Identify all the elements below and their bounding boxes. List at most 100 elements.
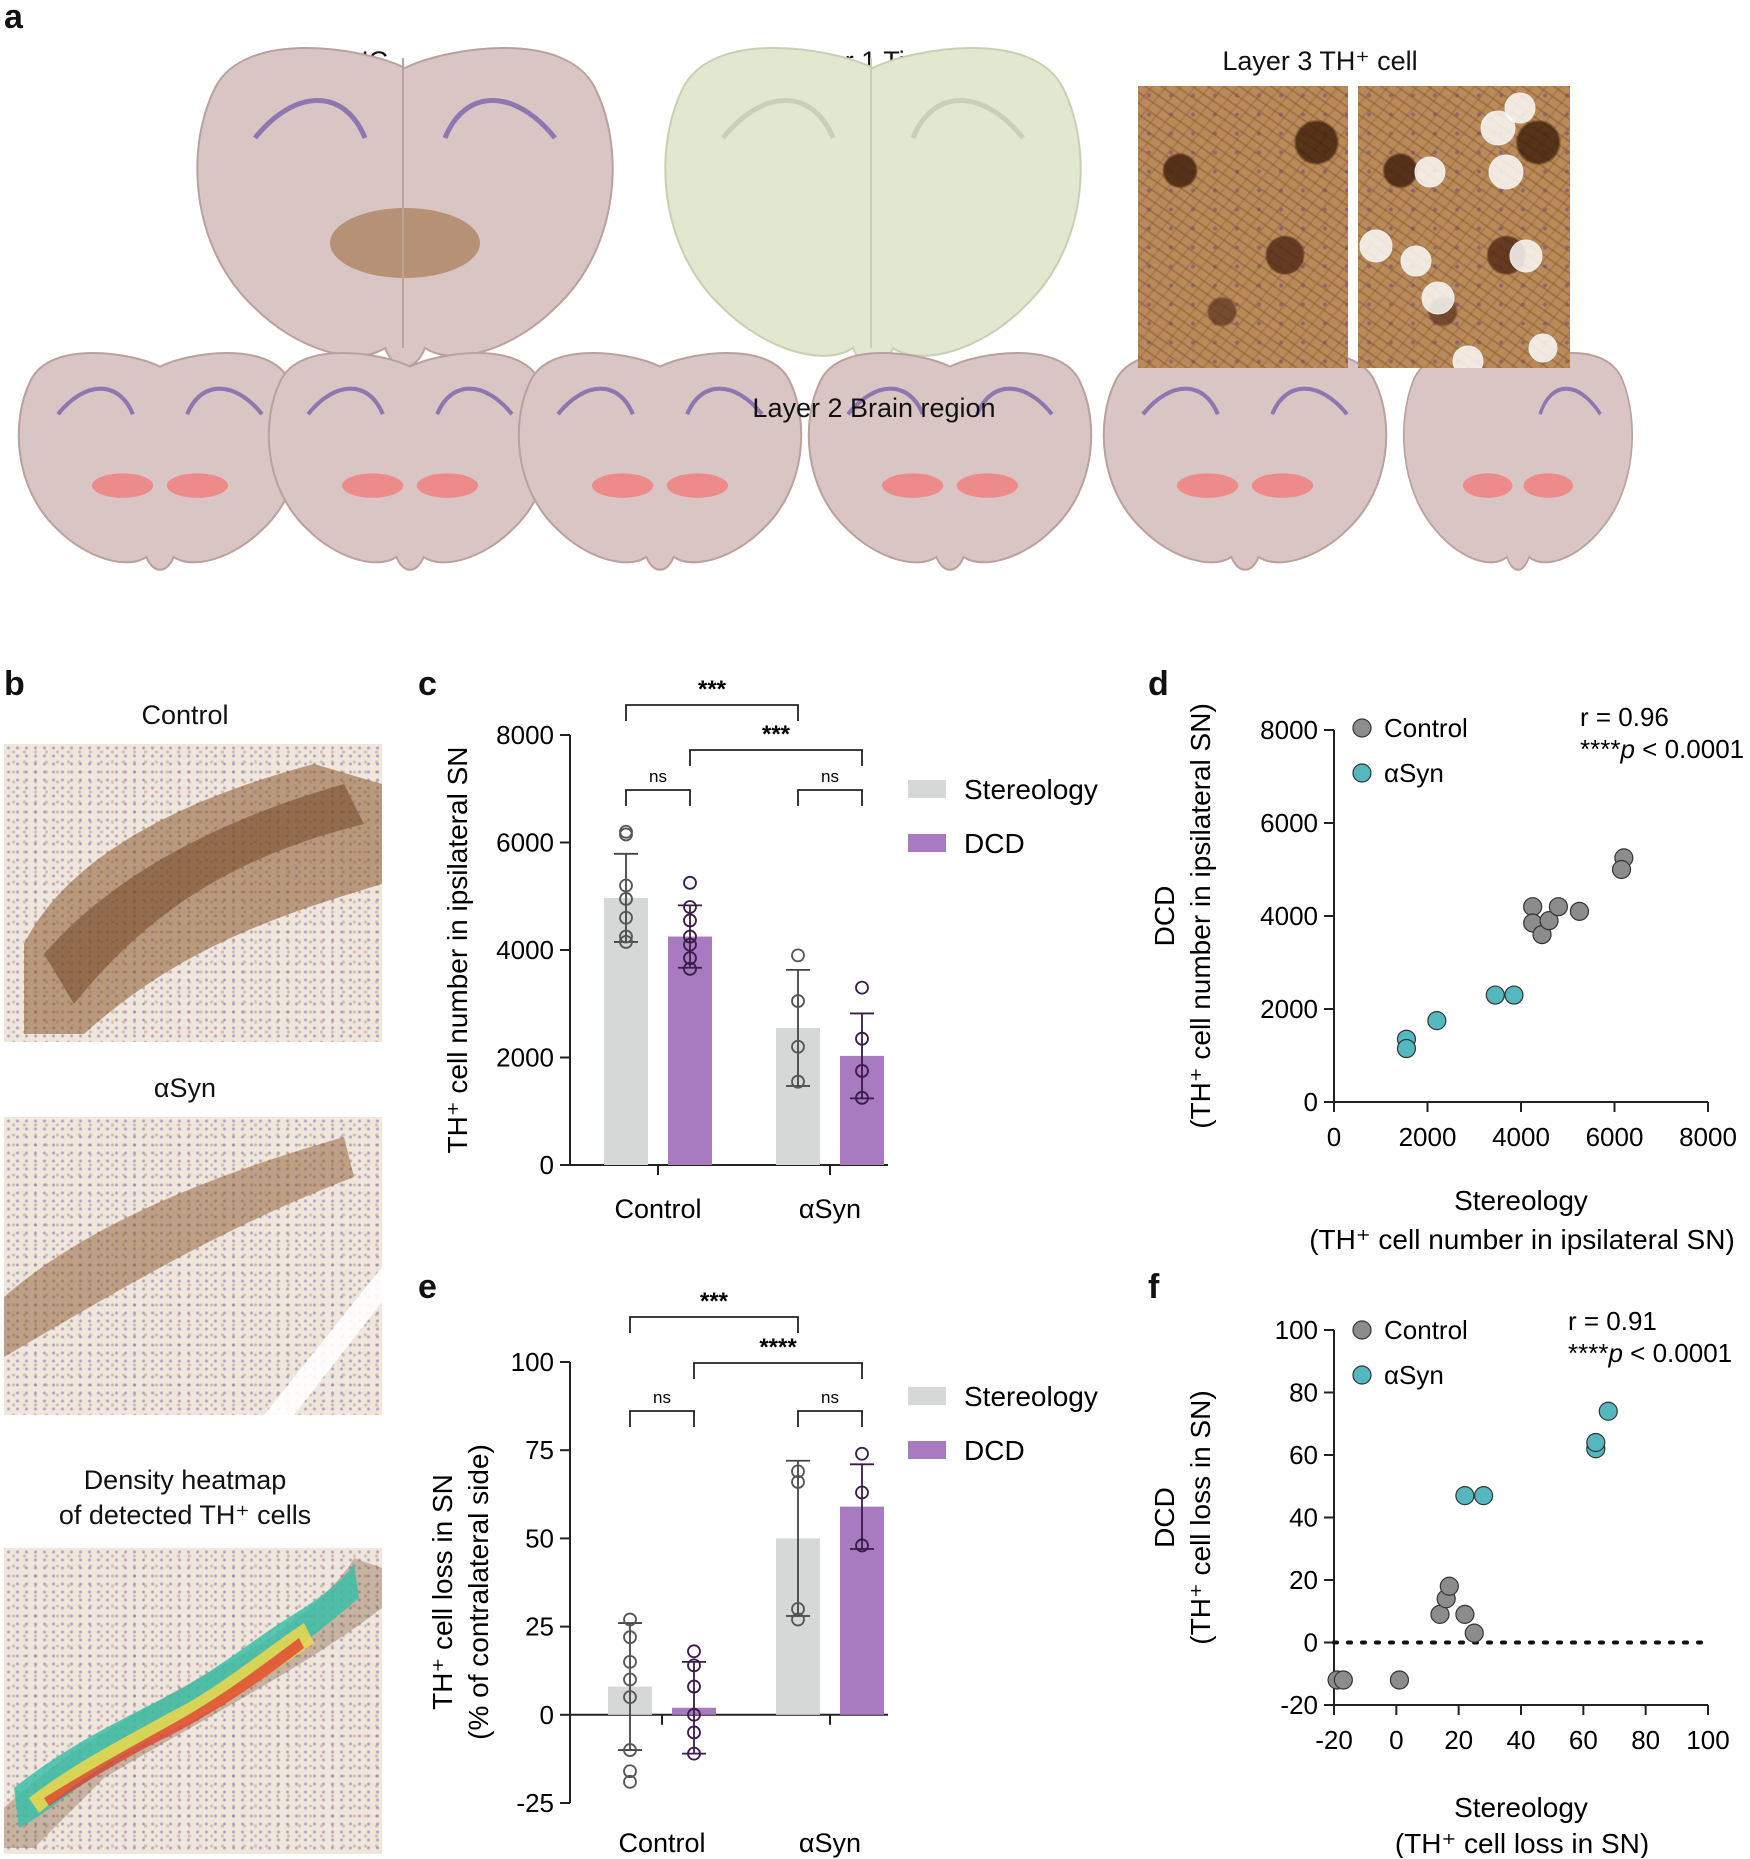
legend-label-control: Control [1384,1315,1468,1345]
x-tick-label: 0 [1389,1725,1403,1755]
legend-swatch-dcd [908,1441,946,1459]
y-tick-label: 100 [511,1347,554,1377]
caption-b-heatmap-2: of detected TH⁺ cells [58,1500,312,1530]
data-point [687,1658,701,1673]
y-tick-label: -20 [1280,1690,1318,1720]
y-tick-label: 4000 [1260,901,1318,931]
x-tick-label: 20 [1444,1725,1473,1755]
y-axis-title: TH⁺ cell loss in SN [427,1474,458,1710]
stats-p-italic: p [1619,734,1634,764]
significance-label: ns [649,767,667,786]
y-tick-label: 75 [525,1435,554,1465]
brain-section-region-1 [17,351,303,571]
y-axis-subtitle: (% of contralateral side) [463,1444,494,1740]
scatter-point-asyn [1474,1486,1494,1506]
x-axis-title: Stereology [1454,1185,1588,1216]
x-category-label: αSyn [799,1828,861,1858]
caption-b-control: Control [141,700,229,730]
y-tick-label: 20 [1289,1565,1318,1595]
y-axis-title: DCD [1149,886,1180,947]
y-tick-label: 2000 [1260,994,1318,1024]
legend-label-dcd: DCD [964,828,1025,859]
data-point [791,994,805,1008]
scatter-point-asyn [1427,1011,1447,1031]
data-point [687,1679,701,1694]
scatter-point-control [1464,1623,1484,1643]
data-point [623,1630,637,1645]
legend-swatch-stereology [908,780,946,798]
data-point [855,1538,869,1553]
significance-label: *** [762,721,791,748]
y-tick-label: 50 [525,1523,554,1553]
stats-p-italic: p [1607,1338,1622,1368]
data-point [791,1475,805,1489]
data-point [683,900,697,914]
y-axis-title: DCD [1149,1487,1180,1548]
x-tick-label: 2000 [1399,1122,1457,1152]
brain-section-region-6 [1402,351,1634,571]
panel-letter-c: c [418,665,437,703]
x-axis-title: Stereology [1454,1792,1588,1823]
data-point [855,1031,869,1046]
brain-section-layer1 [664,47,1082,368]
data-point [623,1743,637,1757]
legend-swatch-stereology [908,1387,946,1405]
legend-marker-asyn [1352,1365,1372,1385]
data-point [683,937,697,952]
significance-label: ns [653,1388,671,1407]
significance-bracket [797,789,863,806]
x-axis-subtitle: (TH⁺ cell loss in SN) [1395,1828,1649,1858]
significance-bracket [629,1316,799,1333]
y-tick-label: 2000 [496,1043,554,1073]
stats-p-rest: < 0.0001 [1635,734,1744,764]
data-point [683,875,697,890]
data-point [619,892,633,906]
y-tick-label: 6000 [1260,808,1318,838]
data-point [619,935,633,949]
layer3-micrograph-annotated [1358,86,1570,368]
micrograph-control [4,744,382,1042]
layer3-micrograph-raw [1138,86,1348,368]
scatter-point-control [1389,1670,1410,1690]
data-point [855,1446,869,1461]
data-point [855,1090,869,1105]
x-tick-label: 0 [1327,1122,1341,1152]
data-point [623,1764,637,1779]
significance-bracket [797,1410,863,1427]
legend-label-dcd: DCD [964,1435,1025,1466]
data-point [619,827,633,842]
scatter-point-asyn [1455,1486,1475,1506]
legend-marker-control [1352,718,1372,738]
chart-c: 0 2000 4000 6000 8000 Control αSyn *** *** ns ns St… [442,676,1098,1224]
panel-letter-a: a [4,0,23,36]
y-tick-label: 8000 [496,720,554,750]
brain-sections-svg [17,47,1634,571]
y-tick-label: -25 [516,1788,554,1818]
scatter-point-asyn [1598,1401,1618,1421]
data-point [855,1485,869,1500]
stats-r: r = 0.91 [1568,1306,1657,1336]
panel-letter-d: d [1148,665,1169,703]
y-tick-label: 0 [1304,1087,1318,1117]
data-point [683,929,697,944]
significance-bracket [629,1410,695,1427]
data-point [687,1707,701,1722]
data-point [855,1064,869,1078]
legend-label-stereology: Stereology [964,774,1098,805]
significance-bracket [693,1362,863,1379]
stats-r: r = 0.96 [1580,702,1669,732]
y-tick-label: 6000 [496,828,554,858]
scatter-point-asyn [1485,985,1505,1005]
x-category-label: αSyn [799,1194,861,1224]
x-category-label: Control [614,1194,701,1224]
data-point [687,1725,701,1740]
y-axis-subtitle: (TH⁺ cell number in ipsilateral SN) [1185,703,1216,1129]
significance-label: *** [700,1288,729,1315]
stats-p-prefix: **** [1580,734,1620,764]
data-point [623,1774,637,1789]
y-tick-label: 100 [1275,1315,1318,1345]
x-tick-label: 6000 [1586,1122,1644,1152]
legend-marker-asyn [1352,763,1372,783]
